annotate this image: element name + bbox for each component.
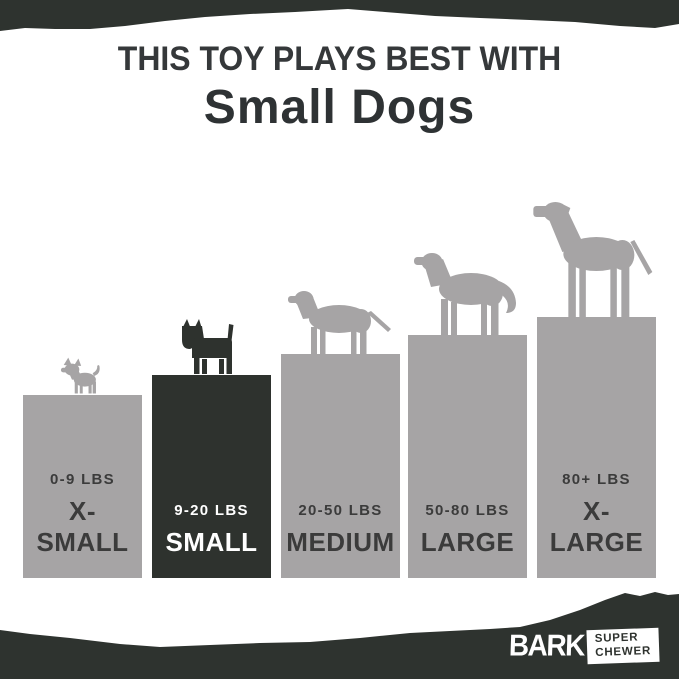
labrador-icon <box>287 291 391 354</box>
headline-line1: THIS TOY PLAYS BEST WITH <box>117 40 562 78</box>
bar-label: 0-9 LBS X-SMALL <box>23 471 142 558</box>
bar-small: 9-20 LBS SMALL <box>152 319 271 578</box>
weight-range-label: 80+ LBS <box>562 471 631 488</box>
weight-range-label: 50-80 LBS <box>425 502 510 519</box>
bar-x-large: 80+ LBS X-LARGE <box>532 202 656 578</box>
weight-range-label: 0-9 LBS <box>50 471 115 488</box>
super-chewer-badge: SUPER CHEWER <box>586 628 660 665</box>
size-name-label: X-SMALL <box>36 496 129 557</box>
bar-label: 50-80 LBS LARGE <box>408 502 527 558</box>
scottish-terrier-icon <box>181 319 233 374</box>
headline-line2: Small Dogs <box>203 81 476 134</box>
bar-label: 20-50 LBS MEDIUM <box>281 502 400 558</box>
bar-x-small: 0-9 LBS X-SMALL <box>23 357 142 578</box>
size-name-label: X-LARGE <box>549 496 644 557</box>
super-chewer-line1: SUPER <box>594 631 639 646</box>
size-name-label: LARGE <box>420 527 515 557</box>
chihuahua-icon <box>60 357 100 394</box>
golden-retriever-icon <box>413 253 516 335</box>
weight-range-label: 20-50 LBS <box>298 502 383 519</box>
super-chewer-line2: CHEWER <box>595 645 652 660</box>
bar-label: 9-20 LBS SMALL <box>152 502 271 558</box>
weight-range-label: 9-20 LBS <box>174 502 249 519</box>
torn-paper-edge-top <box>0 0 679 31</box>
bark-logo-text: BARK <box>508 628 585 663</box>
torn-paper-edge-bottom <box>0 592 679 679</box>
size-name-label: MEDIUM <box>286 527 395 557</box>
brand-logo: BARK SUPER CHEWER <box>508 628 660 665</box>
bar-medium: 20-50 LBS MEDIUM <box>281 291 400 578</box>
size-name-label: SMALL <box>165 527 258 557</box>
bar-large: 50-80 LBS LARGE <box>408 253 527 578</box>
bar-label: 80+ LBS X-LARGE <box>537 471 656 558</box>
great-dane-icon <box>532 202 652 317</box>
